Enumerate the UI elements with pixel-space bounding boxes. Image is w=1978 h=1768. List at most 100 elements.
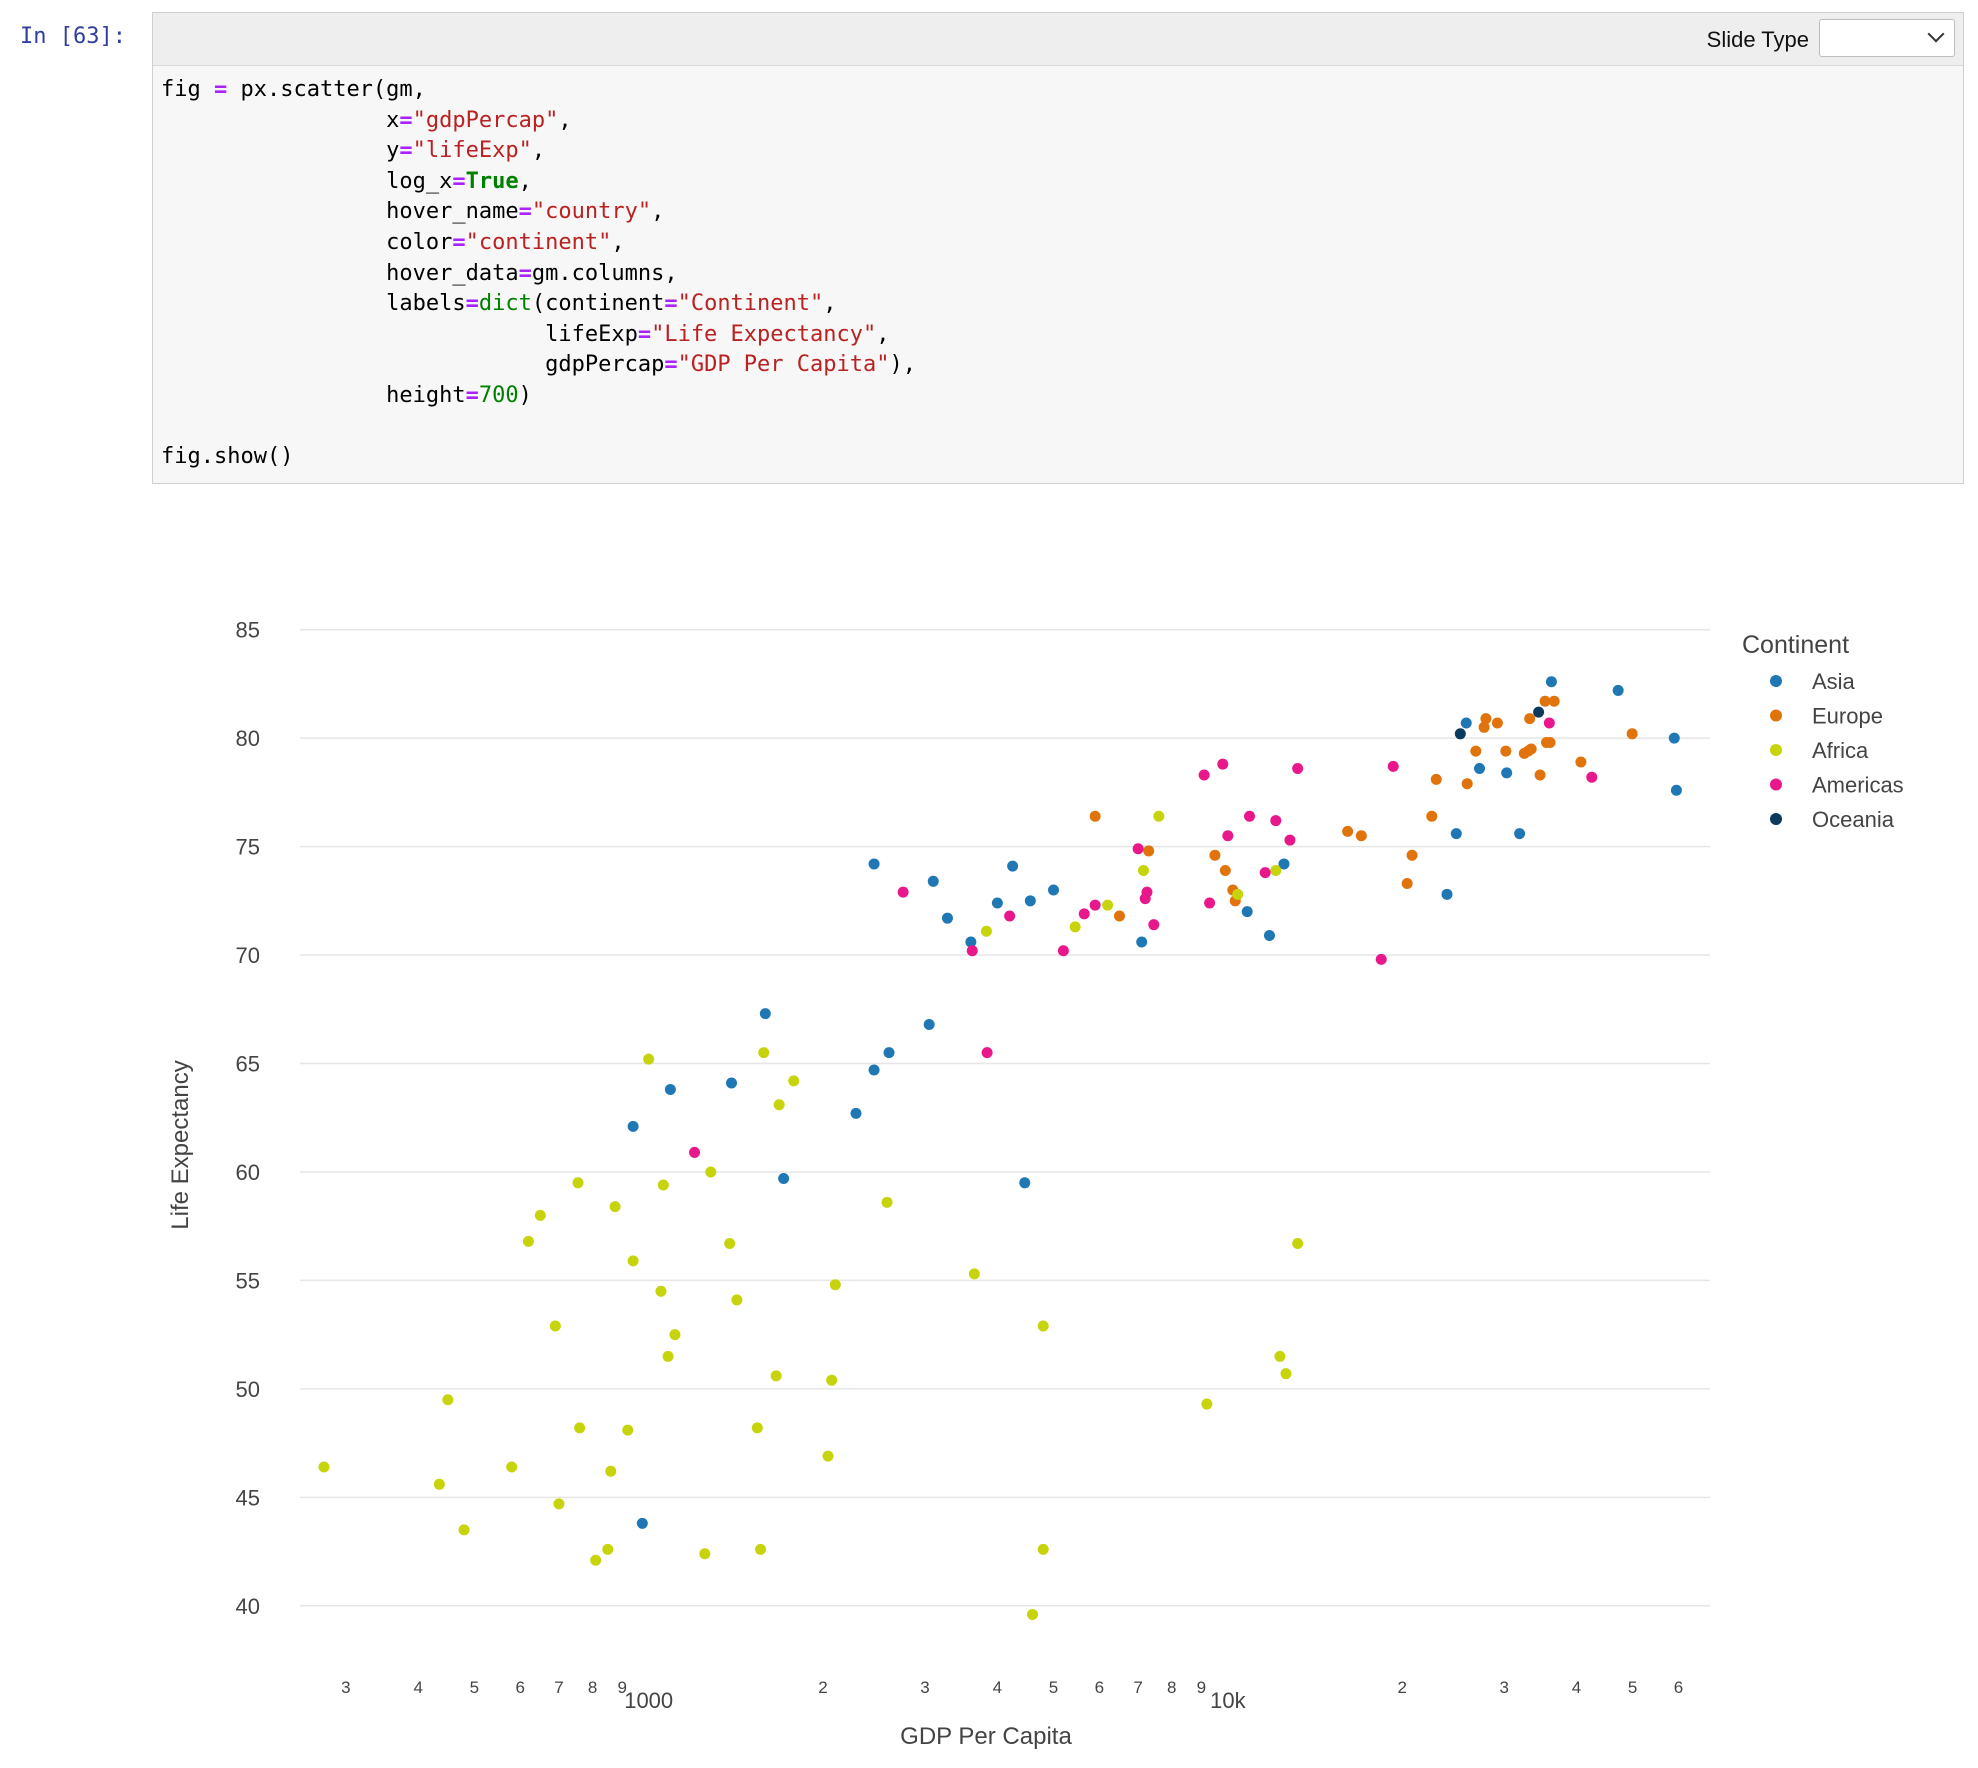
data-point: [868, 1064, 880, 1076]
slide-type-label: Slide Type: [1706, 27, 1809, 52]
legend-item[interactable]: Africa: [1770, 738, 1869, 763]
data-point: [850, 1107, 862, 1119]
y-tick-label: 60: [236, 1160, 260, 1185]
data-point: [897, 886, 909, 898]
x-tick-label: 8: [1167, 1678, 1176, 1697]
x-tick-label: 10k: [1210, 1688, 1246, 1713]
data-point: [1037, 1320, 1049, 1332]
data-point: [1209, 849, 1221, 861]
x-tick-label: 3: [1499, 1678, 1508, 1697]
data-point: [1004, 910, 1016, 922]
data-point: [1263, 930, 1275, 942]
data-point: [927, 875, 939, 887]
cell-prompt: In [63]:: [20, 24, 126, 49]
x-tick-label: 3: [341, 1678, 350, 1697]
data-point: [758, 1047, 770, 1059]
data-point: [981, 1047, 993, 1059]
code-cell[interactable]: Slide Type fig = px.scatter(gm, x="gdpPe…: [152, 12, 1964, 484]
data-point: [1143, 845, 1155, 857]
legend-marker: [1770, 709, 1782, 722]
data-point: [1132, 843, 1144, 855]
data-point: [1024, 895, 1036, 907]
y-tick-label: 50: [236, 1377, 260, 1402]
x-tick-label: 1000: [624, 1688, 673, 1713]
data-point: [1441, 888, 1453, 900]
data-point: [669, 1329, 681, 1341]
data-point: [1670, 784, 1682, 796]
data-point: [553, 1498, 565, 1510]
data-point: [657, 1179, 669, 1191]
data-point: [602, 1543, 614, 1555]
data-point: [1491, 717, 1503, 729]
x-tick-label: 7: [1133, 1678, 1142, 1697]
x-tick-label: 6: [515, 1678, 524, 1697]
data-point: [1514, 828, 1526, 840]
legend-item[interactable]: Oceania: [1770, 807, 1895, 832]
data-point: [966, 945, 978, 957]
data-point: [1217, 758, 1229, 770]
data-point: [1153, 810, 1165, 822]
data-point: [1278, 858, 1290, 870]
data-point: [1204, 897, 1216, 909]
data-point: [1626, 728, 1638, 740]
data-point: [1524, 713, 1536, 725]
data-point: [433, 1478, 445, 1490]
legend-item[interactable]: Europe: [1770, 704, 1883, 729]
data-point: [1450, 828, 1462, 840]
data-point: [662, 1350, 674, 1362]
data-point: [965, 936, 977, 948]
data-point: [605, 1465, 617, 1477]
data-point: [1500, 745, 1512, 757]
code-editor[interactable]: fig = px.scatter(gm, x="gdpPercap", y="l…: [161, 77, 916, 470]
x-axis-ticks: 3 4 5 6 7 8 9 2 3 4 5 6 7 8 9 2 3 4 5 6 1000 10k: [341, 1678, 1683, 1713]
data-point: [1259, 867, 1271, 879]
legend-item[interactable]: Asia: [1770, 669, 1856, 694]
data-point: [1342, 825, 1354, 837]
y-tick-label: 70: [236, 943, 260, 968]
data-point: [643, 1053, 655, 1065]
data-point: [755, 1543, 767, 1555]
legend-label: Europe: [1812, 704, 1883, 729]
data-point: [1136, 936, 1148, 948]
x-tick-label: 5: [1628, 1678, 1637, 1697]
data-point: [778, 1172, 790, 1184]
data-point: [1480, 713, 1492, 725]
slide-type-select[interactable]: [1819, 19, 1955, 57]
y-axis-ticks: 40 45 50 55 60 65 70 75 80 85: [236, 618, 260, 1619]
legend-item[interactable]: Americas: [1770, 773, 1904, 798]
data-point: [609, 1201, 621, 1213]
data-point: [1461, 778, 1473, 790]
data-point: [549, 1320, 561, 1332]
data-point: [627, 1120, 639, 1132]
data-point: [442, 1394, 454, 1406]
data-point: [572, 1177, 584, 1189]
data-point: [1201, 1398, 1213, 1410]
data-point: [1430, 773, 1442, 785]
data-point: [1544, 736, 1556, 748]
data-point: [1270, 864, 1282, 876]
data-point: [1539, 695, 1551, 707]
x-tick-label: 8: [588, 1678, 597, 1697]
data-point: [1057, 945, 1069, 957]
chart-legend[interactable]: Continent Asia Europe Africa Americas Oceani…: [1742, 631, 1904, 832]
data-point: [1219, 864, 1231, 876]
data-point: [1454, 728, 1466, 740]
legend-title: Continent: [1742, 631, 1849, 659]
data-point: [1470, 745, 1482, 757]
data-point: [590, 1554, 602, 1566]
data-point: [1137, 864, 1149, 876]
data-point: [1244, 810, 1256, 822]
data-point: [1037, 1543, 1049, 1555]
data-point: [1534, 769, 1546, 781]
data-point: [534, 1209, 546, 1221]
x-tick-label: 2: [818, 1678, 827, 1697]
x-tick-label: 3: [920, 1678, 929, 1697]
y-tick-label: 75: [236, 835, 260, 860]
data-point: [1048, 884, 1060, 896]
legend-label: Americas: [1812, 773, 1904, 798]
data-point: [1274, 1350, 1286, 1362]
data-point: [705, 1166, 717, 1178]
data-point: [1545, 676, 1557, 688]
data-point: [1113, 910, 1125, 922]
